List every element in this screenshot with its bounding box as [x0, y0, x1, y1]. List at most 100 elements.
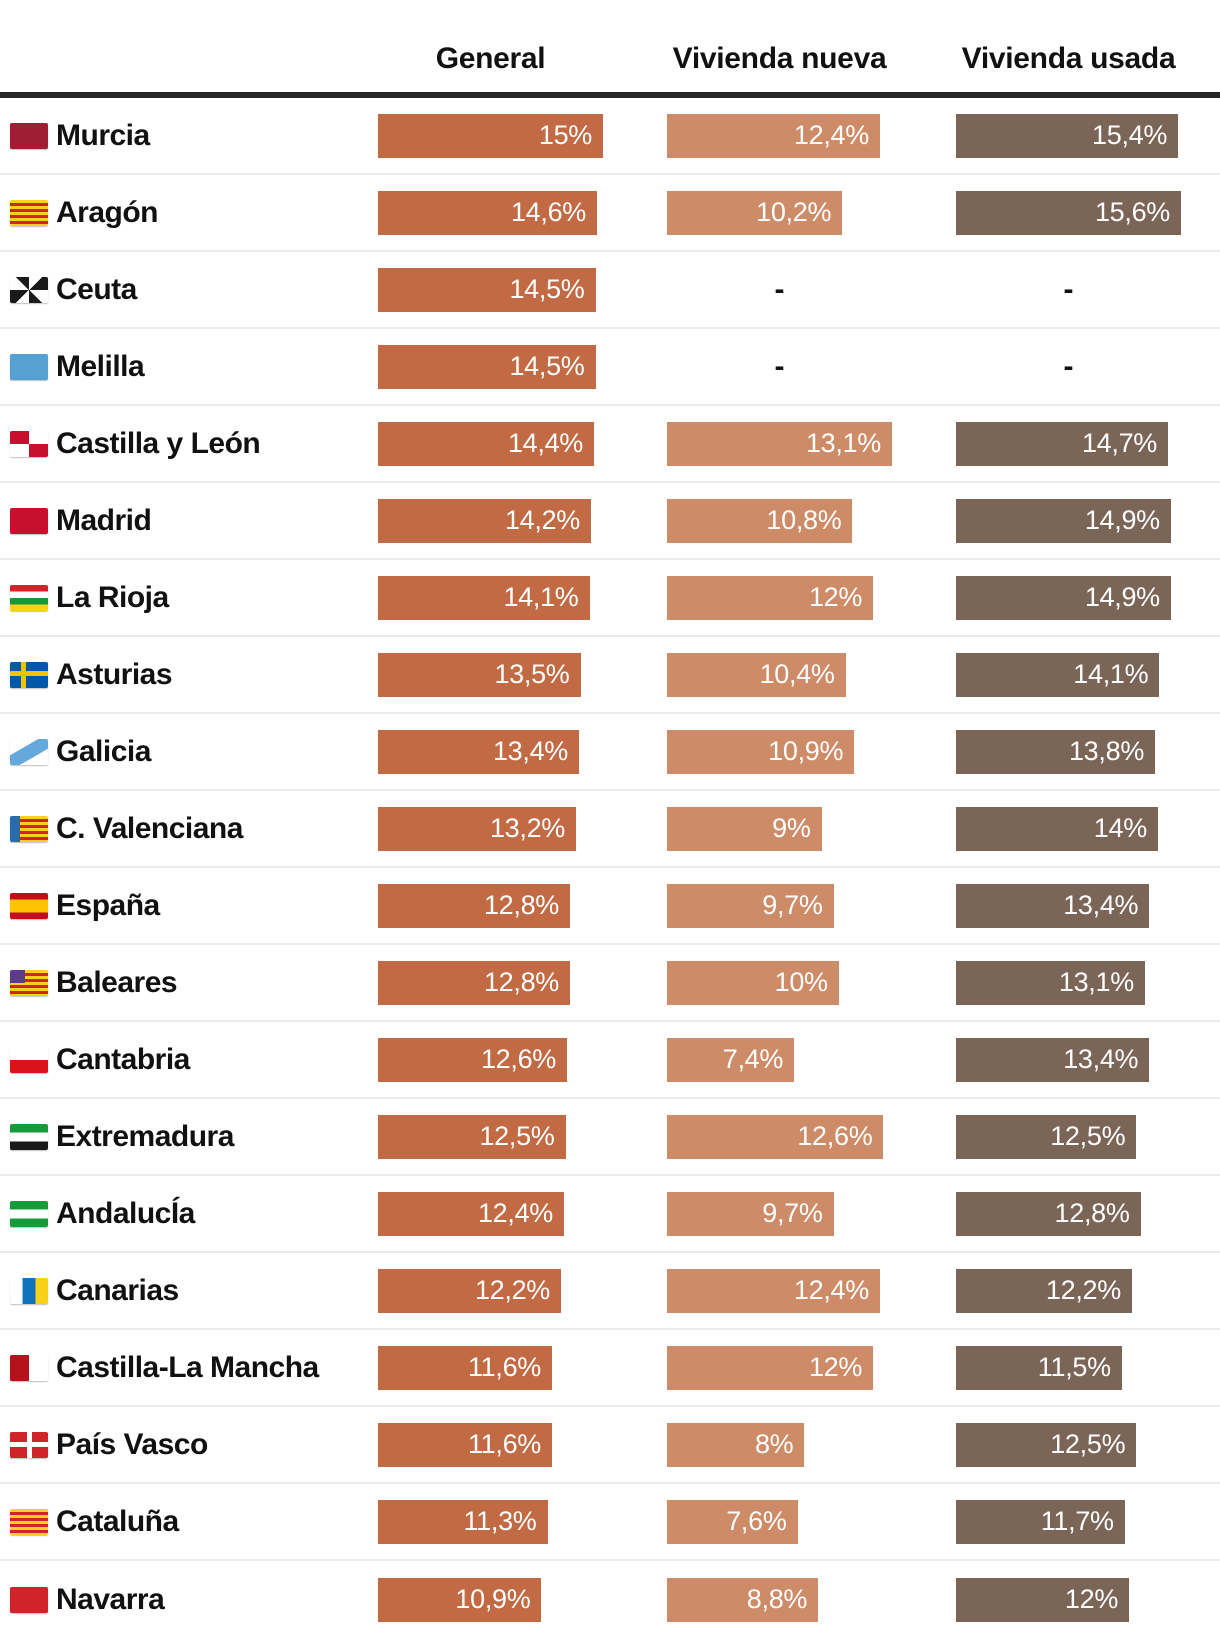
bar-value-label: 12,6%: [480, 1044, 556, 1074]
bar-value-label: 13,4%: [1063, 890, 1139, 920]
bar-usada: 15,6%: [956, 190, 1181, 235]
table-row: Baleares 12,8% 10% 13,1%: [0, 945, 1220, 1022]
flag-madrid-icon: [10, 507, 48, 534]
bar-usada: 12%: [956, 1577, 1130, 1622]
flag-c-valenciana-icon: [10, 815, 48, 842]
bar-general: 12,4%: [378, 1191, 564, 1236]
bar-value-label: 8%: [754, 1429, 794, 1459]
region-cell: Castilla y León: [0, 427, 378, 461]
bar-cell-usada: 13,4%: [956, 1037, 1181, 1082]
bar-nueva: 12%: [667, 575, 874, 620]
bar-cell-usada: 13,8%: [956, 729, 1181, 774]
bar-cell-nueva: 13,1%: [667, 421, 892, 466]
region-cell: Canarias: [0, 1274, 378, 1308]
bar-cell-usada: 12,5%: [956, 1114, 1181, 1159]
bar-general: 11,3%: [378, 1499, 548, 1544]
bar-cell-usada: -: [956, 268, 1181, 312]
missing-value-dash: -: [774, 272, 785, 306]
bar-value-label: 7,4%: [722, 1044, 784, 1074]
bar-cell-usada: 13,4%: [956, 883, 1181, 928]
bar-value-label: 15,6%: [1094, 197, 1170, 227]
bar-cell-general: 14,1%: [378, 575, 603, 620]
bar-usada: 13,4%: [956, 883, 1150, 928]
bar-value-label: 12,5%: [479, 1121, 555, 1151]
bar-cell-general: 14,5%: [378, 344, 603, 389]
table-row: España 12,8% 9,7% 13,4%: [0, 868, 1220, 945]
bar-general: 14,6%: [378, 190, 597, 235]
bar-value-label: 10,9%: [768, 736, 844, 766]
flag-galicia-icon: [10, 738, 48, 765]
table-row: Melilla 14,5% - -: [0, 329, 1220, 406]
bar-value-label: 14,1%: [1073, 659, 1149, 689]
bar-usada: 14,9%: [956, 575, 1171, 620]
bar-value-label: 12,5%: [1050, 1121, 1126, 1151]
bar-cell-usada: -: [956, 345, 1181, 389]
bar-cell-general: 14,4%: [378, 421, 603, 466]
bar-value-label: 15,4%: [1092, 120, 1168, 150]
bar-cell-general: 10,9%: [378, 1577, 603, 1622]
bar-usada: 14,1%: [956, 652, 1160, 697]
bar-value-label: 10,8%: [766, 505, 842, 535]
bar-cell-nueva: 8,8%: [667, 1577, 892, 1622]
bar-cell-nueva: 7,6%: [667, 1499, 892, 1544]
bar-cell-nueva: 12,4%: [667, 1268, 892, 1313]
bar-cell-nueva: 10,2%: [667, 190, 892, 235]
bar-usada: 14,9%: [956, 498, 1171, 543]
region-label: España: [56, 888, 160, 922]
bar-usada: 14%: [956, 806, 1158, 851]
bar-nueva: 10%: [667, 960, 839, 1005]
bar-nueva: 12%: [667, 1345, 874, 1390]
region-label: Aragón: [56, 195, 159, 229]
bar-value-label: 12%: [808, 1352, 863, 1382]
bar-nueva: 7,6%: [667, 1499, 798, 1544]
region-cell: Asturias: [0, 658, 378, 692]
bar-cell-usada: 14%: [956, 806, 1181, 851]
region-label: Castilla y León: [56, 426, 261, 460]
bar-value-label: 14,9%: [1084, 582, 1160, 612]
bar-value-label: 13,1%: [805, 428, 881, 458]
region-cell: Castilla-La Mancha: [0, 1351, 378, 1385]
bar-general: 12,2%: [378, 1268, 561, 1313]
bar-general: 11,6%: [378, 1422, 552, 1467]
bar-value-label: 13,4%: [492, 736, 568, 766]
flag-castilla-la-mancha-icon: [10, 1354, 48, 1381]
bar-value-label: 12%: [1064, 1584, 1119, 1614]
region-cell: La Rioja: [0, 581, 378, 615]
region-label: Asturias: [56, 657, 173, 691]
flag-asturias-icon: [10, 661, 48, 688]
header-divider: [0, 92, 1220, 98]
region-cell: Baleares: [0, 966, 378, 1000]
bar-cell-nueva: 12,6%: [667, 1114, 892, 1159]
bar-general: 12,8%: [378, 883, 570, 928]
column-header-general: General: [435, 42, 546, 75]
bar-general: 14,1%: [378, 575, 590, 620]
table-row: Ceuta 14,5% - -: [0, 252, 1220, 329]
bar-cell-nueva: 12,4%: [667, 113, 892, 158]
region-cell: Ceuta: [0, 273, 378, 307]
bar-value-label: 15%: [538, 120, 592, 150]
table-row: Cataluña 11,3% 7,6% 11,7%: [0, 1484, 1220, 1561]
column-headers: General Vivienda nueva Vivienda usada: [0, 0, 1220, 92]
flag-murcia-icon: [10, 122, 48, 149]
bar-cell-nueva: -: [667, 268, 892, 312]
bar-value-label: 14%: [1093, 813, 1147, 843]
region-cell: Murcia: [0, 119, 378, 153]
bar-nueva: 12,4%: [667, 113, 880, 158]
region-cell: Melilla: [0, 350, 378, 384]
region-label: País Vasco: [56, 1427, 208, 1461]
bar-value-label: 13,8%: [1068, 736, 1145, 766]
bar-usada: 11,7%: [956, 1499, 1125, 1544]
bar-value-label: 12,2%: [1045, 1275, 1121, 1305]
flag-andalucia-icon: [10, 1200, 48, 1227]
bar-cell-usada: 14,9%: [956, 498, 1181, 543]
bar-value-label: 14,5%: [509, 274, 585, 304]
region-label: Castilla-La Mancha: [56, 1350, 319, 1384]
flag-cantabria-icon: [10, 1046, 48, 1073]
region-cell: C. Valenciana: [0, 812, 378, 846]
bar-general: 15%: [378, 113, 603, 158]
bar-cell-general: 11,6%: [378, 1345, 603, 1390]
bar-nueva: 8%: [667, 1422, 805, 1467]
region-cell: Galicia: [0, 735, 378, 769]
bar-value-label: 12,8%: [483, 890, 559, 920]
bar-cell-nueva: 10,8%: [667, 498, 892, 543]
